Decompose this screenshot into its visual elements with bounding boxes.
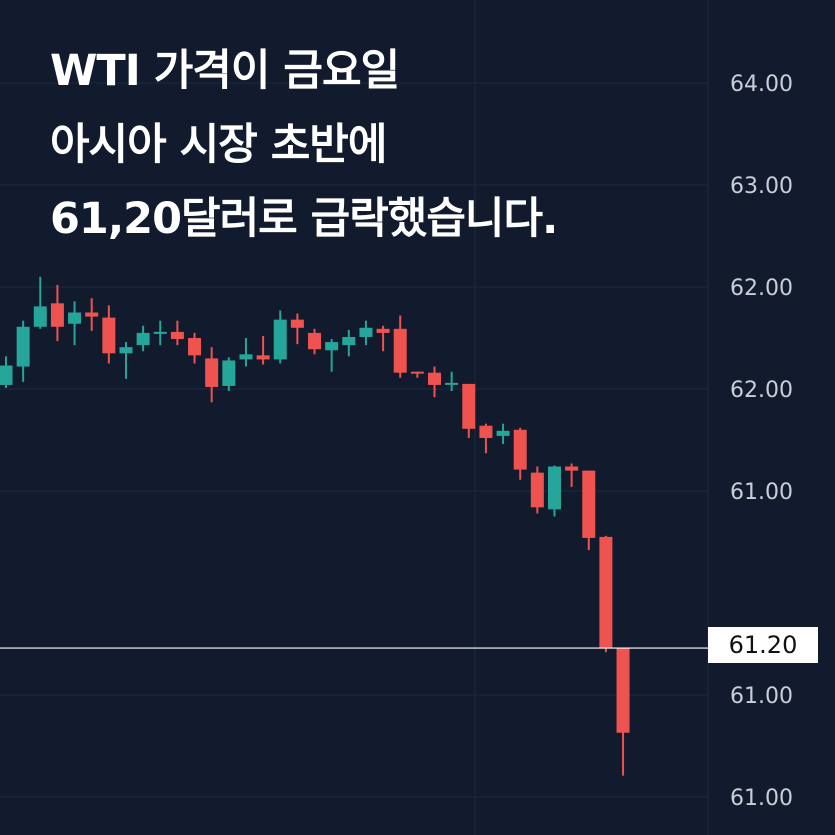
candle-up xyxy=(445,371,459,392)
candle-body xyxy=(290,319,304,328)
candle-down xyxy=(308,328,322,355)
candle-body xyxy=(273,319,287,360)
headline-line-2: 아시아 시장 초반에 xyxy=(50,120,387,170)
candle-body xyxy=(376,328,390,333)
headline-line-1: WTI 가격이 금요일 xyxy=(50,46,400,96)
candle-body xyxy=(325,342,339,351)
candle-body xyxy=(359,327,373,337)
candle-down xyxy=(102,305,116,364)
y-tick-label: 64.00 xyxy=(730,72,793,97)
candle-down xyxy=(565,463,579,487)
candle-body xyxy=(102,317,116,354)
candle-body xyxy=(256,355,270,360)
candle-body xyxy=(0,365,13,385)
candle-body xyxy=(205,358,219,387)
candle-body xyxy=(530,472,544,508)
candle-body xyxy=(188,338,202,356)
candle-body xyxy=(308,332,322,350)
candle-up xyxy=(68,301,82,346)
candle-down xyxy=(50,284,64,342)
candle-up xyxy=(119,342,133,379)
y-tick-label: 61.00 xyxy=(730,684,793,709)
candle-body xyxy=(445,382,459,385)
candle-down xyxy=(188,332,202,364)
candle-body xyxy=(68,312,82,324)
candle-down xyxy=(479,423,493,454)
candle-body xyxy=(410,371,424,374)
candle-up xyxy=(547,465,561,517)
candles xyxy=(0,276,630,776)
candle-up xyxy=(325,339,339,372)
headline-line-3: 61,20달러로 급락했습니다. xyxy=(50,194,558,244)
candle-down xyxy=(616,648,630,776)
candle-body xyxy=(616,648,630,733)
candle-up xyxy=(273,310,287,364)
candle-up xyxy=(153,320,167,346)
candle-body xyxy=(462,383,476,429)
candle-body xyxy=(565,466,579,471)
candle-down xyxy=(85,298,99,331)
candle-body xyxy=(513,429,527,470)
candle-down xyxy=(513,427,527,480)
candle-body xyxy=(153,331,167,334)
candle-up xyxy=(359,320,373,346)
candle-down xyxy=(256,335,270,365)
candle-body xyxy=(428,372,441,385)
headline: WTI 가격이 금요일 아시아 시장 초반에 61,20달러로 급락했습니다. xyxy=(50,34,558,256)
candle-down xyxy=(582,470,596,551)
current-price-label: 61.20 xyxy=(708,627,818,663)
candle-down xyxy=(376,325,390,352)
candle-down xyxy=(290,313,304,345)
y-tick-label: 61.00 xyxy=(730,480,793,505)
candle-down xyxy=(462,383,476,438)
candle-up xyxy=(239,338,253,367)
y-tick-label: 62.00 xyxy=(730,276,793,301)
candle-up xyxy=(342,329,356,357)
y-axis: 64.00 63.00 62.00 62.00 61.00 61.00 61.00 xyxy=(730,72,793,811)
y-tick-label: 63.00 xyxy=(730,174,793,199)
candle-body xyxy=(136,332,150,346)
candle-body xyxy=(170,331,184,340)
candle-down xyxy=(530,466,544,514)
candle-down xyxy=(599,535,613,653)
candle-body xyxy=(33,306,47,327)
candle-body xyxy=(599,536,613,649)
candle-body xyxy=(547,466,561,510)
candle-body xyxy=(222,360,236,386)
candle-body xyxy=(119,347,133,354)
y-tick-label: 62.00 xyxy=(730,378,793,403)
candle-up xyxy=(33,276,47,329)
candle-down xyxy=(410,371,424,378)
candle-up xyxy=(0,356,13,388)
candle-body xyxy=(50,303,64,327)
candle-body xyxy=(479,425,493,438)
candle-body xyxy=(496,430,510,436)
candle-body xyxy=(239,354,253,360)
candle-body xyxy=(342,336,356,346)
candle-body xyxy=(582,470,596,538)
candle-down xyxy=(205,347,219,403)
candle-down xyxy=(393,315,407,378)
candle-body xyxy=(85,312,99,317)
candle-up xyxy=(222,357,236,392)
candle-up xyxy=(136,325,150,352)
candle-up xyxy=(16,320,30,382)
candle-body xyxy=(16,326,30,367)
y-tick-label: 61.00 xyxy=(730,786,793,811)
candle-body xyxy=(393,328,407,373)
candle-down xyxy=(170,320,184,346)
candle-up xyxy=(496,423,510,445)
candle-down xyxy=(428,366,441,398)
grid xyxy=(0,0,709,835)
